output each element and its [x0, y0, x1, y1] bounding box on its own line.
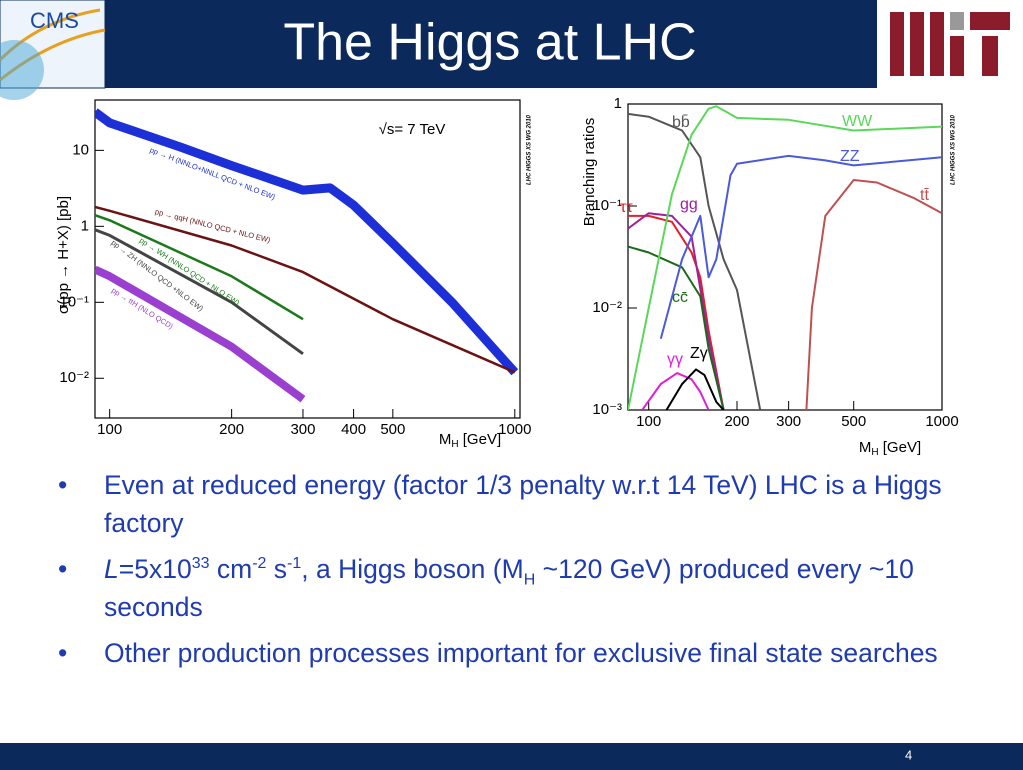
x-tick-label: 1000 [925, 413, 958, 430]
x-tick-label: 100 [97, 421, 122, 438]
x-tick-label: 500 [841, 413, 866, 430]
series-label: WW [842, 113, 873, 130]
annotation: LHC HIGGS XS WG 2010 [527, 114, 533, 185]
y-tick-label: 1 [614, 95, 622, 112]
x-axis-label: MH [GeV] [859, 439, 921, 458]
bullet-text: s [266, 554, 288, 584]
x-tick-label: 200 [219, 421, 244, 438]
bullet: Other production processes important for… [58, 634, 958, 672]
y-tick-label: 10⁻² [592, 299, 622, 316]
series-line [95, 205, 516, 374]
y-tick-label: 10⁻¹ [592, 197, 622, 214]
y-axis-label: Branching ratios [581, 118, 598, 226]
series-line [641, 372, 710, 410]
bullet-text: , a Higgs boson (M [301, 554, 524, 584]
x-tick-label: 500 [380, 421, 405, 438]
bullet: Even at reduced energy (factor 1/3 penal… [58, 466, 958, 542]
bullet-text: H [523, 571, 536, 589]
series-label: ττ [620, 199, 633, 216]
series-label: tt̄ [920, 187, 929, 204]
x-tick-label: 300 [290, 421, 315, 438]
bullet-text: =5x10 [118, 554, 192, 584]
bullet-text: 33 [191, 555, 210, 573]
annotation: LHC HIGGS XS WG 2010 [951, 114, 957, 185]
bullet: L=5x1033 cm-2 s-1, a Higgs boson (MH ~12… [58, 550, 958, 626]
plot-lines [628, 105, 942, 410]
x-axis-label-part: H [451, 439, 458, 450]
x-axis-label-part: M [859, 439, 872, 456]
y-tick-label: 10⁻² [59, 369, 89, 386]
slide-title: The Higgs at LHC [283, 14, 696, 72]
x-axis-label-part: M [439, 431, 452, 448]
page-number: 4 [905, 747, 912, 762]
series-label: bb̄ [672, 114, 690, 131]
series-line [628, 105, 942, 410]
y-tick-label: 10⁻³ [592, 401, 622, 418]
x-tick-label: 300 [776, 413, 801, 430]
plot-frame [94, 99, 521, 419]
mit-logo [890, 12, 1010, 76]
series-line [95, 214, 304, 321]
series-line [628, 112, 762, 410]
bullet-text: L [104, 554, 119, 584]
series-line [659, 154, 942, 339]
series-line [665, 368, 725, 410]
x-tick-label: 400 [341, 421, 366, 438]
series-line [95, 265, 306, 403]
series-line [628, 245, 725, 410]
x-axis-label-part: [GeV] [879, 439, 922, 456]
cms-logo-text: CMS [30, 8, 79, 33]
series-label: γγ [667, 351, 683, 368]
footer-bar [0, 743, 1023, 770]
series-line [628, 214, 725, 410]
plot-lines [95, 108, 519, 403]
annotation: √s= 7 TeV [379, 121, 446, 138]
series-line [805, 179, 942, 410]
x-tick-label: 100 [636, 413, 661, 430]
bullet-text: -1 [287, 555, 302, 573]
bullet-text: cm [209, 554, 253, 584]
header-bar [0, 0, 877, 88]
series-line [628, 212, 725, 410]
x-axis-label: MH [GeV] [439, 431, 501, 450]
series-label: gg [680, 196, 698, 213]
series-label: Zγ [690, 345, 708, 362]
x-tick-label: 200 [724, 413, 749, 430]
series-label: ZZ [840, 148, 860, 165]
series-label: cc̄ [672, 289, 688, 306]
bullet-text: Even at reduced energy (factor 1/3 penal… [104, 470, 942, 538]
bullet-list: Even at reduced energy (factor 1/3 penal… [58, 466, 958, 680]
cms-logo-art [0, 40, 44, 100]
y-tick-label: 1 [81, 217, 89, 234]
x-tick-label: 1000 [498, 421, 531, 438]
x-axis-label-part: [GeV] [459, 431, 502, 448]
series-line [95, 228, 304, 356]
y-tick-label: 10⁻¹ [59, 293, 89, 310]
series-line [95, 108, 519, 376]
x-axis-label-part: H [871, 447, 878, 458]
bullet-text: -2 [252, 555, 267, 573]
y-axis-label: σ(pp → H+X) [pb] [55, 196, 72, 314]
bullet-text: Other production processes important for… [104, 638, 938, 668]
plot-frame [627, 103, 943, 411]
bullet-text: ~120 GeV) produced every ~10 seconds [104, 554, 914, 622]
y-tick-label: 10 [72, 141, 89, 158]
